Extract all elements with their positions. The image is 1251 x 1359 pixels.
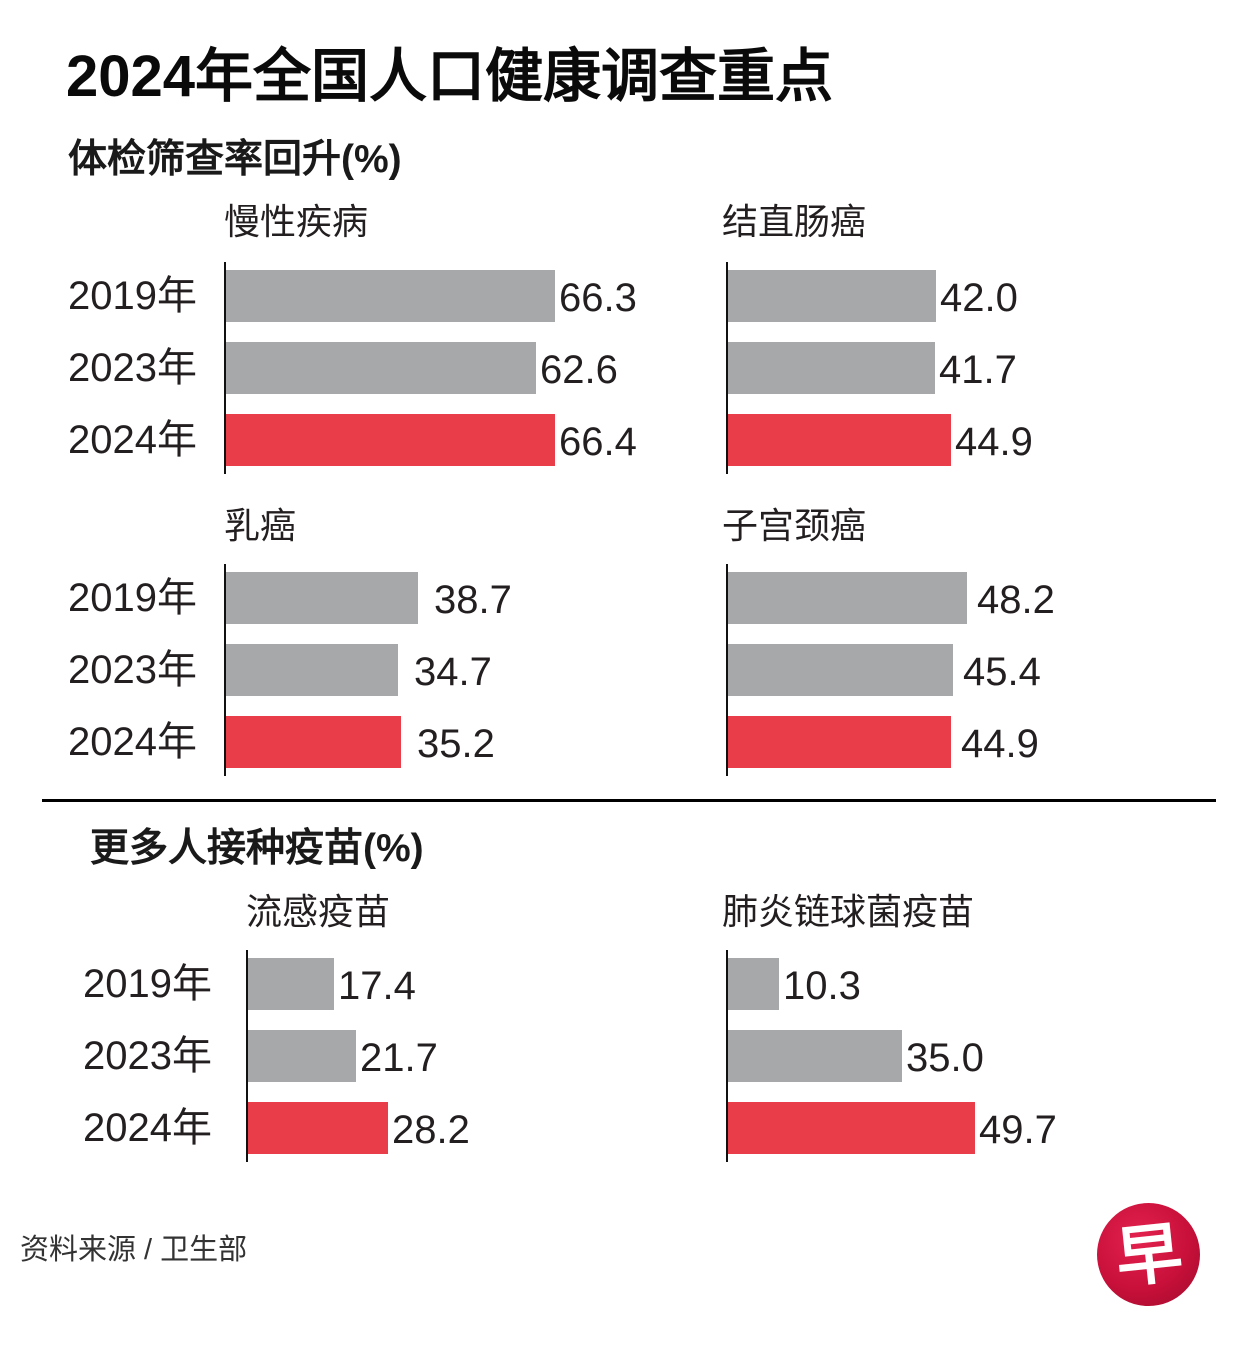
value-label-2024: 44.9 bbox=[955, 420, 1033, 464]
year-label-2023: 2023年 bbox=[83, 1034, 212, 1078]
bar-2024 bbox=[248, 1102, 388, 1154]
year-label-2019: 2019年 bbox=[68, 274, 197, 318]
value-label-2023: 35.0 bbox=[906, 1036, 984, 1080]
value-label-2019: 66.3 bbox=[559, 276, 637, 320]
bar-axis-line bbox=[224, 262, 226, 474]
section-title-screening: 体检筛查率回升(%) bbox=[68, 138, 402, 181]
value-label-2024: 66.4 bbox=[559, 420, 637, 464]
bar-2023 bbox=[248, 1030, 356, 1082]
bar-2023 bbox=[728, 1030, 902, 1082]
bar-2024 bbox=[728, 716, 951, 768]
zaobao-logo: 早 bbox=[1097, 1203, 1200, 1306]
bar-2023 bbox=[226, 644, 398, 696]
section-divider bbox=[42, 799, 1216, 802]
panel-title: 结直肠癌 bbox=[722, 201, 867, 242]
bar-2019 bbox=[728, 958, 779, 1010]
value-label-2024: 44.9 bbox=[961, 722, 1039, 766]
bar-axis-line bbox=[726, 950, 728, 1162]
year-label-2024: 2024年 bbox=[83, 1106, 212, 1150]
source-note: 资料来源 / 卫生部 bbox=[20, 1234, 248, 1266]
value-label-2019: 48.2 bbox=[977, 578, 1055, 622]
value-label-2019: 42.0 bbox=[940, 276, 1018, 320]
bar-axis-line bbox=[726, 262, 728, 474]
section-title-vaccination: 更多人接种疫苗(%) bbox=[90, 827, 424, 870]
bar-axis-line bbox=[224, 564, 226, 776]
bar-2023 bbox=[728, 644, 953, 696]
panel-title: 流感疫苗 bbox=[246, 891, 391, 932]
value-label-2023: 21.7 bbox=[360, 1036, 438, 1080]
bar-2019 bbox=[728, 270, 936, 322]
year-label-2023: 2023年 bbox=[68, 346, 197, 390]
bar-axis-line bbox=[726, 564, 728, 776]
bar-2024 bbox=[226, 716, 401, 768]
bar-2019 bbox=[248, 958, 334, 1010]
panel-title: 慢性疾病 bbox=[224, 201, 369, 242]
value-label-2023: 34.7 bbox=[414, 650, 492, 694]
value-label-2023: 45.4 bbox=[963, 650, 1041, 694]
bar-2024 bbox=[226, 414, 555, 466]
value-label-2024: 49.7 bbox=[979, 1108, 1057, 1152]
value-label-2023: 41.7 bbox=[939, 348, 1017, 392]
bar-2024 bbox=[728, 1102, 975, 1154]
logo-glyph: 早 bbox=[1111, 1212, 1186, 1297]
year-label-2019: 2019年 bbox=[83, 962, 212, 1006]
value-label-2024: 28.2 bbox=[392, 1108, 470, 1152]
panel-title: 乳癌 bbox=[224, 505, 297, 546]
year-label-2023: 2023年 bbox=[68, 648, 197, 692]
value-label-2024: 35.2 bbox=[417, 722, 495, 766]
year-label-2019: 2019年 bbox=[68, 576, 197, 620]
bar-2024 bbox=[728, 414, 951, 466]
infographic-title: 2024年全国人口健康调查重点 bbox=[66, 44, 834, 109]
bar-2019 bbox=[226, 572, 418, 624]
year-label-2024: 2024年 bbox=[68, 720, 197, 764]
panel-title: 子宫颈癌 bbox=[722, 505, 867, 546]
value-label-2019: 38.7 bbox=[434, 578, 512, 622]
year-label-2024: 2024年 bbox=[68, 418, 197, 462]
value-label-2019: 17.4 bbox=[338, 964, 416, 1008]
panel-title: 肺炎链球菌疫苗 bbox=[722, 891, 975, 932]
value-label-2023: 62.6 bbox=[540, 348, 618, 392]
bar-2023 bbox=[728, 342, 935, 394]
bar-2019 bbox=[728, 572, 967, 624]
value-label-2019: 10.3 bbox=[783, 964, 861, 1008]
bar-axis-line bbox=[246, 950, 248, 1162]
bar-2019 bbox=[226, 270, 555, 322]
bar-2023 bbox=[226, 342, 536, 394]
